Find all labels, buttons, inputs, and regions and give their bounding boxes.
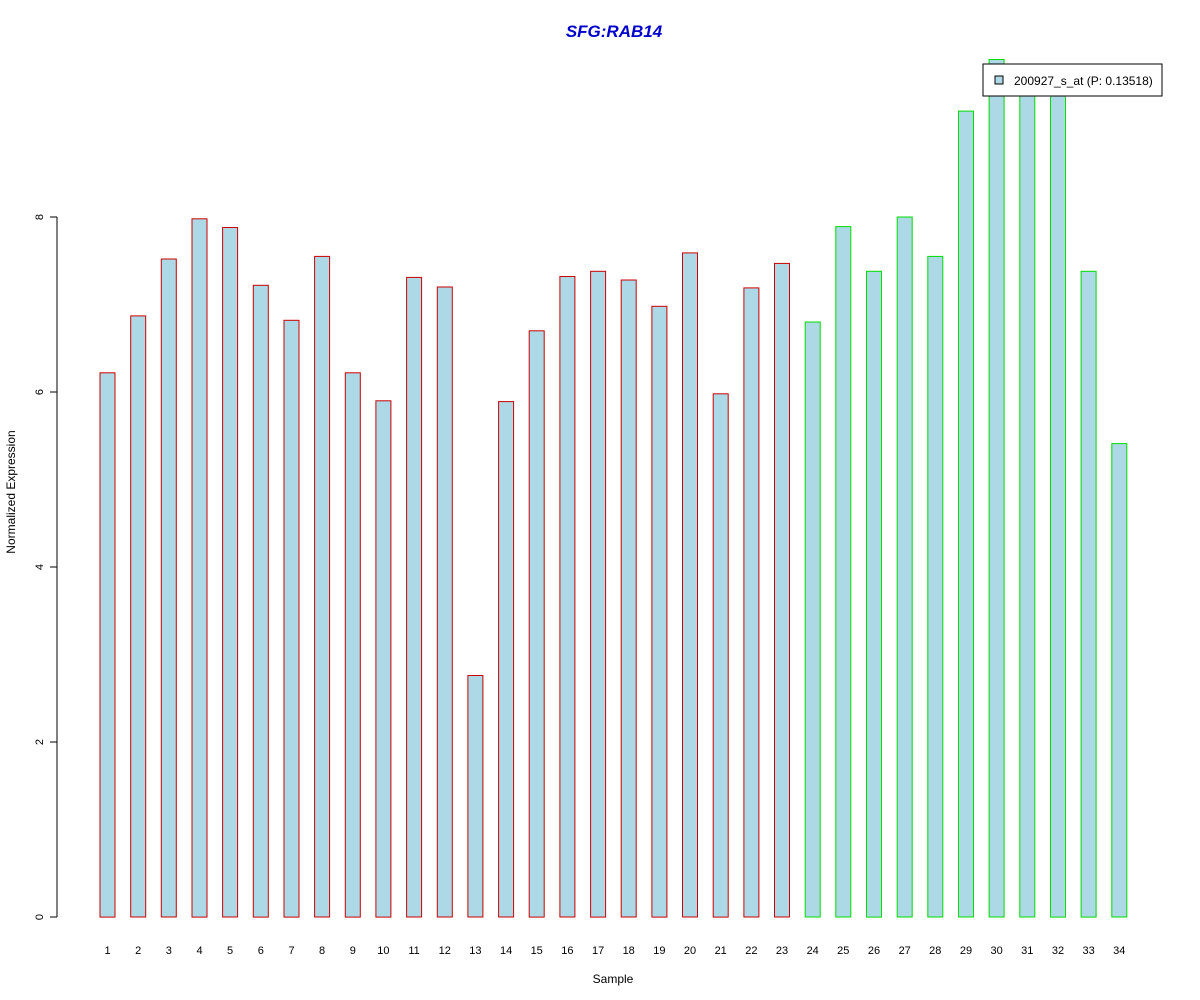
bar-sample-5 [222, 227, 239, 918]
y-axis: 0 2 4 6 8 [34, 214, 58, 920]
x-tick-label-31: 31 [1021, 945, 1033, 957]
legend: 200927_s_at (P: 0.13518) [982, 63, 1163, 97]
x-tick-label-32: 32 [1052, 945, 1064, 957]
x-tick-label-10: 10 [377, 945, 389, 957]
bar-sample-12 [436, 286, 453, 918]
y-tick-label-2: 2 [34, 739, 46, 745]
legend-label: 200927_s_at (P: 0.13518) [1014, 74, 1153, 88]
bar-sample-34 [1111, 443, 1128, 918]
bar-sample-3 [160, 258, 177, 918]
x-tick-label-26: 26 [868, 945, 880, 957]
bar-sample-10 [375, 400, 392, 918]
y-axis-title: Normalized Expression [4, 430, 18, 553]
chart-title: SFG:RAB14 [566, 22, 663, 41]
x-tick-label-1: 1 [104, 945, 110, 957]
bar-sample-2 [130, 315, 147, 918]
legend-swatch [994, 75, 1004, 85]
x-tick-label-21: 21 [715, 945, 727, 957]
x-tick-label-12: 12 [439, 945, 451, 957]
bar-sample-9 [344, 372, 361, 918]
bar-sample-21 [712, 393, 729, 918]
bar-sample-4 [191, 218, 208, 918]
x-tick-label-9: 9 [350, 945, 356, 957]
x-tick-label-30: 30 [990, 945, 1002, 957]
bar-sample-14 [498, 401, 515, 918]
bar-sample-24 [804, 321, 821, 918]
x-tick-label-8: 8 [319, 945, 325, 957]
bar-sample-31 [1019, 76, 1036, 918]
x-tick-label-7: 7 [288, 945, 294, 957]
bar-sample-8 [314, 255, 331, 918]
x-tick-label-5: 5 [227, 945, 233, 957]
bar-sample-23 [774, 262, 790, 918]
x-tick-label-17: 17 [592, 945, 604, 957]
x-tick-label-2: 2 [135, 945, 141, 957]
x-tick-label-27: 27 [899, 945, 911, 957]
bar-sample-27 [896, 216, 913, 918]
y-tick-label-8: 8 [34, 214, 46, 220]
x-tick-label-23: 23 [776, 945, 788, 957]
y-tick-label-0: 0 [34, 914, 46, 920]
x-tick-label-19: 19 [653, 945, 665, 957]
x-tick-label-34: 34 [1113, 945, 1125, 957]
x-tick-label-20: 20 [684, 945, 696, 957]
x-tick-label-13: 13 [469, 945, 481, 957]
x-tick-label-28: 28 [929, 945, 941, 957]
bar-sample-20 [682, 252, 698, 918]
x-tick-label-6: 6 [258, 945, 264, 957]
x-tick-label-11: 11 [408, 945, 419, 957]
bar-sample-22 [743, 287, 760, 918]
x-tick-label-3: 3 [166, 945, 172, 957]
bar-sample-28 [927, 255, 944, 918]
bar-sample-16 [559, 276, 576, 918]
bar-sample-29 [958, 110, 974, 918]
bar-sample-11 [406, 276, 423, 918]
y-tick-label-6: 6 [34, 389, 46, 395]
x-tick-label-14: 14 [500, 945, 512, 957]
bars-layer [99, 59, 1128, 918]
bar-sample-15 [528, 330, 545, 918]
x-tick-label-24: 24 [807, 945, 819, 957]
x-tick-label-22: 22 [745, 945, 757, 957]
legend-box [982, 63, 1163, 97]
bar-sample-17 [590, 270, 607, 918]
bar-sample-1 [99, 372, 116, 918]
x-tick-label-33: 33 [1082, 945, 1094, 957]
bar-sample-6 [252, 284, 269, 918]
bar-sample-33 [1080, 270, 1097, 918]
bar-sample-18 [620, 279, 637, 918]
x-tick-label-25: 25 [837, 945, 849, 957]
x-tick-label-15: 15 [531, 945, 543, 957]
bar-sample-25 [835, 226, 852, 918]
y-tick-label-4: 4 [34, 564, 46, 570]
x-tick-label-18: 18 [623, 945, 635, 957]
x-tick-label-16: 16 [561, 945, 573, 957]
bar-sample-32 [1050, 85, 1066, 918]
x-tick-label-4: 4 [196, 945, 202, 957]
bar-sample-13 [467, 675, 484, 918]
bar-sample-19 [651, 305, 668, 918]
bar-sample-7 [283, 319, 300, 918]
x-axis-title: Sample [593, 972, 634, 986]
bar-sample-30 [988, 59, 1005, 918]
x-tick-label-29: 29 [960, 945, 972, 957]
x-axis-labels: 1 2 3 4 5 6 7 8 9 10 11 12 13 14 15 16 17 18 19 20 21 22 23 24 2… [104, 945, 1125, 957]
bar-sample-26 [866, 270, 882, 918]
